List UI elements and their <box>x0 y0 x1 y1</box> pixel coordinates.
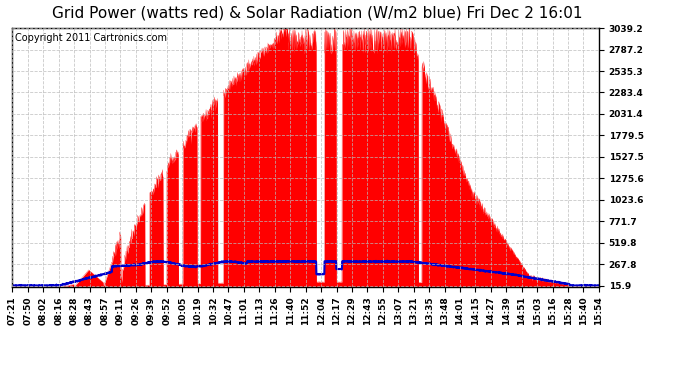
Text: Grid Power (watts red) & Solar Radiation (W/m2 blue) Fri Dec 2 16:01: Grid Power (watts red) & Solar Radiation… <box>52 6 582 21</box>
Text: Copyright 2011 Cartronics.com: Copyright 2011 Cartronics.com <box>15 33 168 43</box>
